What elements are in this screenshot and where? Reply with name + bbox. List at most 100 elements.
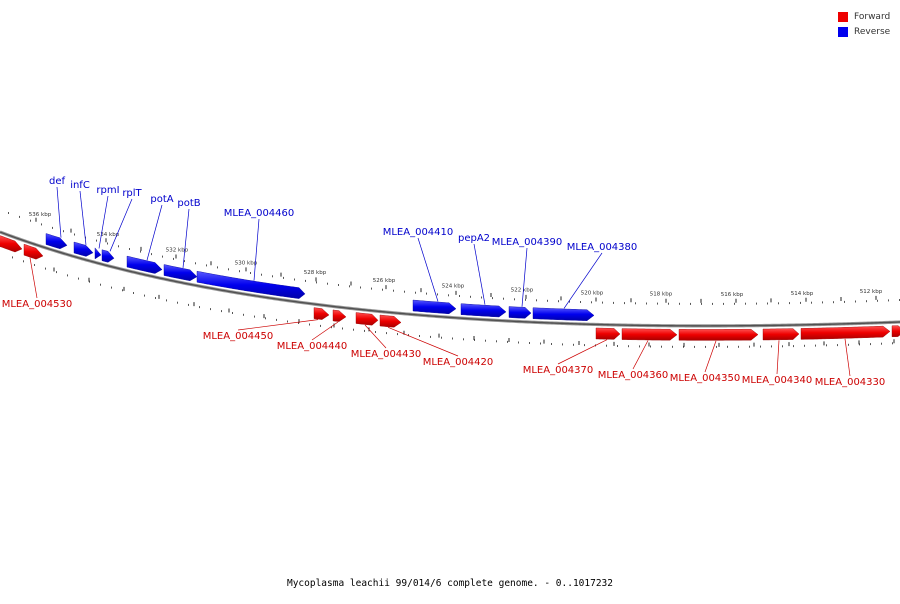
track-dot <box>338 284 339 286</box>
track-dot <box>261 273 262 276</box>
reverse-leader-line <box>417 237 439 302</box>
reverse-gene[interactable] <box>412 299 457 315</box>
track-dot <box>602 301 603 304</box>
reverse-gene[interactable] <box>163 264 198 282</box>
reverse-swatch <box>838 26 848 37</box>
track-dot <box>12 256 13 259</box>
track-dot <box>140 250 141 253</box>
reverse-gene-label: rplT <box>122 188 142 199</box>
reverse-leader-line <box>79 190 87 245</box>
track-dot <box>727 345 728 348</box>
track-dot <box>833 301 834 304</box>
track-dot <box>661 345 662 348</box>
track-dot <box>294 278 295 281</box>
track-dot <box>635 302 636 305</box>
genome-caption: Mycoplasma leachii 99/014/6 complete gen… <box>286 578 613 589</box>
track-dot <box>558 300 559 303</box>
forward-leader-line <box>632 340 649 370</box>
track-dot <box>580 301 581 303</box>
forward-gene[interactable] <box>762 328 800 341</box>
reverse-gene[interactable] <box>45 233 68 250</box>
track-dot <box>342 327 343 330</box>
track-dot <box>822 301 823 304</box>
track-dot <box>789 302 790 305</box>
reverse-leader-line <box>521 247 528 307</box>
forward-gene[interactable] <box>621 328 678 341</box>
legend-label: Reverse <box>854 26 891 37</box>
track-dot <box>276 318 277 321</box>
track-dot <box>657 302 658 305</box>
track-dot <box>265 317 266 320</box>
forward-gene[interactable] <box>595 327 621 340</box>
track-dot <box>712 302 713 305</box>
forward-leader-line <box>844 338 851 377</box>
track-dot <box>606 344 607 347</box>
track-dot <box>371 287 372 290</box>
track-dot <box>481 296 482 299</box>
track-dot <box>888 299 889 302</box>
forward-gene-label: MLEA_004350 <box>670 373 741 384</box>
scale-label: 528 kbp <box>304 270 327 276</box>
forward-gene[interactable] <box>313 307 330 320</box>
legend: Forward Reverse <box>838 9 890 39</box>
reverse-leader-line <box>253 218 260 281</box>
track-dot <box>419 335 420 337</box>
label-leader-lines <box>29 186 851 377</box>
reverse-gene[interactable] <box>508 306 532 319</box>
reverse-gene[interactable] <box>196 270 306 299</box>
forward-gene[interactable] <box>355 312 379 326</box>
forward-gene[interactable] <box>332 309 347 322</box>
track-dot <box>628 345 629 348</box>
track-dot <box>353 328 354 331</box>
reverse-gene[interactable] <box>460 303 507 318</box>
track-dot <box>349 285 350 288</box>
reverse-gene[interactable] <box>101 249 115 263</box>
scale-label: 514 kbp <box>791 291 814 297</box>
reverse-gene-label: rpmI <box>96 185 119 196</box>
track-dot <box>34 264 35 266</box>
forward-gene-label: MLEA_004440 <box>277 341 348 352</box>
forward-leader-line <box>364 324 387 349</box>
track-dot <box>448 294 449 297</box>
reverse-gene[interactable] <box>94 247 102 260</box>
reverse-gene[interactable] <box>126 255 163 274</box>
track-dot <box>892 342 893 345</box>
reverse-gene[interactable] <box>532 307 595 321</box>
track-dot <box>503 297 504 300</box>
forward-gene[interactable] <box>891 325 900 338</box>
track-dot <box>206 264 207 267</box>
track-dot <box>107 242 108 245</box>
reverse-gene-label: pepA2 <box>458 233 490 244</box>
forward-gene[interactable] <box>800 325 891 340</box>
forward-gene[interactable] <box>678 329 759 341</box>
track-dot <box>23 260 24 263</box>
forward-leader-line <box>557 339 608 365</box>
forward-gene[interactable] <box>0 235 23 253</box>
forward-gene[interactable] <box>379 314 402 328</box>
track-dot <box>639 345 640 348</box>
track-dot <box>584 344 585 347</box>
track-dot <box>485 339 486 342</box>
reverse-gene-label: potB <box>177 198 200 209</box>
forward-gene[interactable] <box>23 243 44 260</box>
track-dot <box>74 233 75 236</box>
scale-ticks: 536 kbp 534 kbp 532 kbp 530 kbp 528 kbp 526 k… <box>29 212 895 347</box>
track-dot <box>767 302 768 305</box>
track-dot <box>56 271 57 274</box>
reverse-gene-label: def <box>49 176 66 187</box>
scale-label: 524 kbp <box>442 284 465 290</box>
track-dot <box>133 292 134 294</box>
reverse-leader-line <box>473 243 486 305</box>
track-dot <box>254 315 255 318</box>
reverse-gene[interactable] <box>73 241 94 257</box>
track-dot <box>855 300 856 303</box>
track-dot <box>525 298 526 301</box>
track-dot <box>811 301 812 304</box>
track-dot <box>800 301 801 304</box>
track-dot <box>30 219 31 222</box>
track-dot <box>690 302 691 305</box>
track-dot <box>749 345 750 348</box>
track-dot <box>452 337 453 340</box>
track-dot <box>778 302 779 305</box>
